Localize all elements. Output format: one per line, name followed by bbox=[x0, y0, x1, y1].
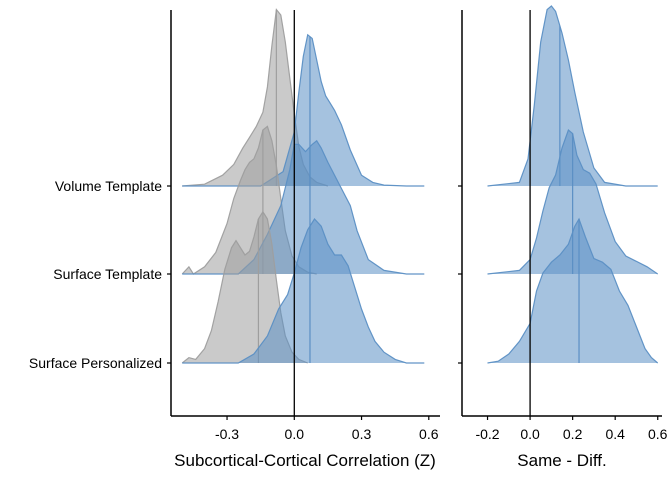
x-axis-title: Same - Diff. bbox=[517, 451, 606, 470]
density-outline-same-volume-template bbox=[182, 33, 425, 187]
density-area-same-surface-personalized bbox=[182, 219, 425, 363]
density-outline-same-diff-volume-template bbox=[487, 5, 658, 187]
density-area-same-diff-surface-personalized bbox=[487, 219, 658, 363]
y-tick-label-volume-template: Volume Template bbox=[55, 178, 162, 194]
x-tick-label: 0.0 bbox=[520, 426, 540, 442]
ridge-surface-personalized bbox=[181, 210, 425, 364]
density-outline-same-diff-surface-template bbox=[487, 128, 659, 275]
density-area-same-diff-volume-template bbox=[487, 6, 658, 186]
x-tick-label: -0.3 bbox=[215, 426, 239, 442]
y-tick-label-surface-personalized: Surface Personalized bbox=[29, 355, 162, 371]
right-panel-same-minus-diff: -0.2 0.0 0.2 0.4 0.6 Same - Diff. bbox=[458, 5, 668, 470]
x-tick-label: -0.2 bbox=[475, 426, 499, 442]
density-outline-same-surface-personalized bbox=[182, 218, 425, 364]
x-tick-label: 0.3 bbox=[352, 426, 372, 442]
x-tick-label: 0.6 bbox=[648, 426, 668, 442]
x-tick-label: 0.4 bbox=[605, 426, 625, 442]
density-area-same-surface-template bbox=[182, 140, 425, 274]
x-tick-label: 0.2 bbox=[563, 426, 583, 442]
density-outline-same-diff-surface-personalized bbox=[487, 217, 659, 364]
x-tick-label: 0.6 bbox=[419, 426, 439, 442]
x-tick-label: 0.0 bbox=[285, 426, 305, 442]
left-panel-subcortical-cortical: Surface Personalized Surface Template Volu… bbox=[29, 8, 440, 470]
ridge-surface-personalized bbox=[487, 217, 659, 364]
y-tick-label-surface-template: Surface Template bbox=[53, 266, 162, 282]
x-axis-title: Subcortical-Cortical Correlation (Z) bbox=[174, 451, 436, 470]
density-area-same-volume-template bbox=[182, 34, 425, 186]
